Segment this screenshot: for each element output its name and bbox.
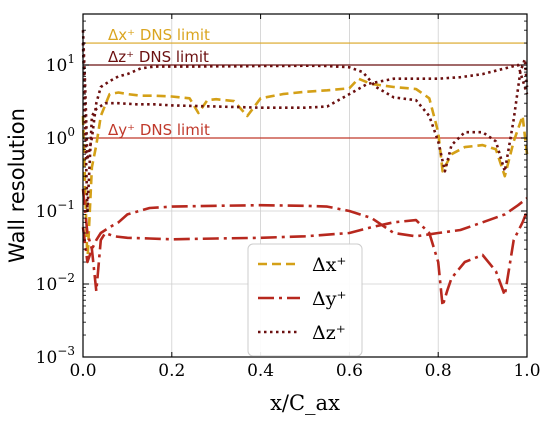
y-tick-exponent: 0	[67, 125, 75, 139]
y-tick-base: 10	[36, 275, 58, 295]
legend-label: Δy⁺	[312, 288, 346, 310]
legend-box	[247, 243, 363, 357]
x-tick-label: 0.8	[425, 361, 452, 381]
series-line	[81, 77, 529, 264]
y-axis-title: Wall resolution	[5, 108, 29, 263]
series-line	[81, 197, 528, 264]
x-tick-label: 0.4	[247, 361, 274, 381]
x-tick-label: 0.0	[69, 361, 96, 381]
dns-limit-label: Δy⁺ DNS limit	[108, 121, 210, 139]
series-lines	[81, 30, 529, 308]
y-tick-exponent: −3	[57, 344, 75, 358]
y-tick-label: 101	[46, 52, 75, 76]
series-line	[81, 42, 529, 213]
x-tick-label: 0.6	[336, 361, 363, 381]
legend-label: Δx⁺	[312, 254, 346, 276]
legend-label: Δz⁺	[312, 322, 346, 344]
plot-frame	[82, 13, 528, 358]
y-tick-base: 10	[36, 348, 58, 368]
x-tick-label: 1.0	[513, 361, 540, 381]
y-tick-base: 10	[46, 56, 68, 76]
x-axis-title: x/C_ax	[270, 391, 340, 415]
y-tick-base: 10	[46, 129, 68, 149]
legend: Δx⁺ Δy⁺ Δz⁺	[247, 243, 363, 357]
y-tick-label: 10−2	[36, 271, 75, 295]
y-tick-label: 100	[46, 125, 75, 149]
y-tick-label: 10−3	[36, 344, 75, 368]
dns-limit-label: Δx⁺ DNS limit	[108, 26, 210, 44]
series-line	[81, 30, 529, 173]
x-tick-label: 0.2	[158, 361, 185, 381]
y-tick-base: 10	[36, 202, 58, 222]
dns-limit-label: Δz⁺ DNS limit	[108, 48, 209, 66]
y-tick-label: 10−1	[36, 198, 75, 222]
y-tick-exponent: −1	[57, 198, 75, 212]
y-tick-exponent: −2	[57, 271, 75, 285]
y-tick-exponent: 1	[67, 52, 75, 66]
dns-limit-lines: Δx⁺ DNS limit Δz⁺ DNS limit Δy⁺ DNS limit	[83, 26, 527, 139]
series-line	[81, 188, 529, 308]
